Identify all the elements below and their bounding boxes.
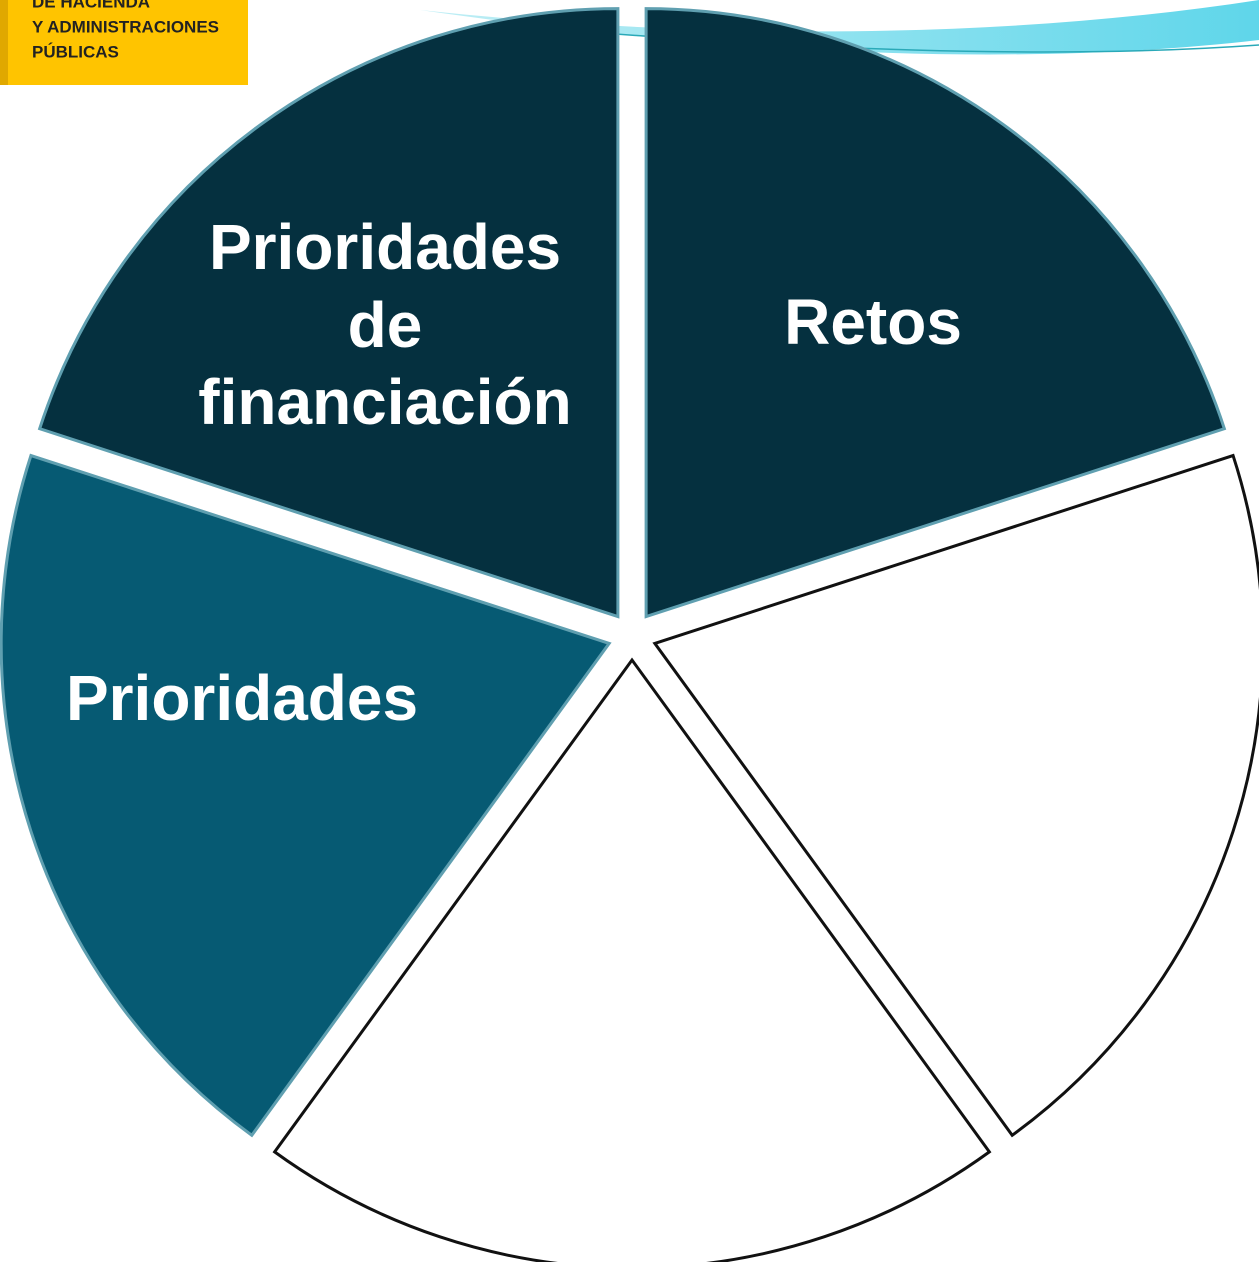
label-line: financiación [198,366,571,438]
pie-segment [272,657,992,1262]
header-line [499,24,1259,53]
pie-segment [0,453,612,1138]
label-line: Prioridades [209,211,561,283]
logo-line: DE HACIENDA [32,0,150,11]
pie-segment [37,7,620,619]
logo-box [0,0,248,85]
header-swoosh [420,0,1259,55]
logo-line: PÚBLICAS [32,42,119,61]
segment-label: Prioridades de financiación [198,211,571,438]
logo-stripe [0,0,8,85]
pie [0,7,1259,1262]
logo-line: Y ADMINISTRACIONES [32,17,219,36]
pie-segment [652,453,1259,1138]
segment-label: Prioridades [66,662,418,734]
label-line: de [348,289,423,361]
segment-label: Retos [784,286,962,358]
pie-segment [644,7,1227,619]
